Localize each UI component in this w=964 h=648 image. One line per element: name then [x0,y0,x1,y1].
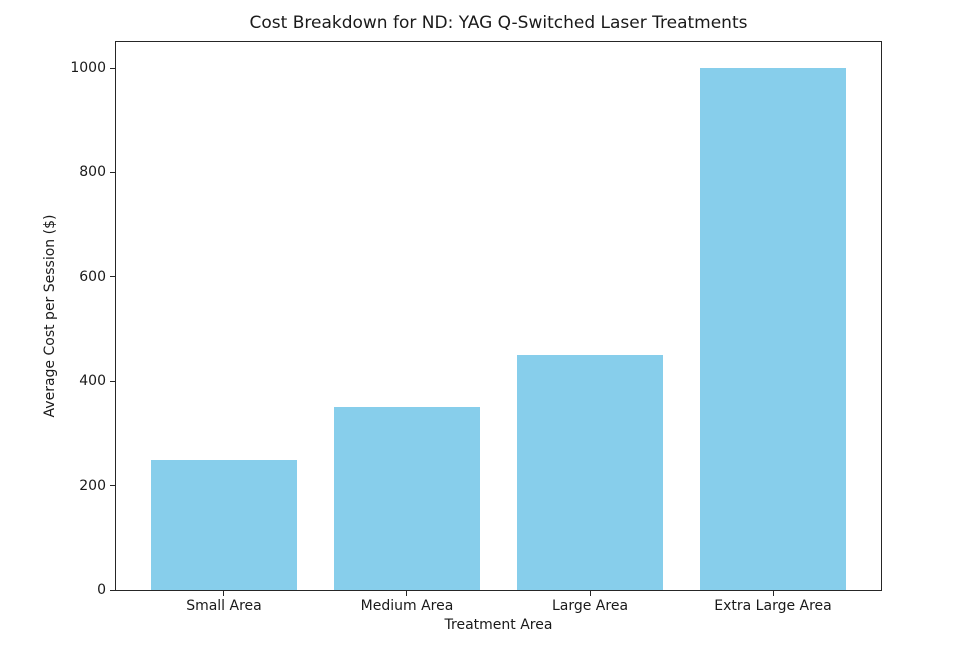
bar-medium-area [333,407,481,590]
x-tick-mark [589,591,591,596]
y-tick-label: 800 [79,164,106,181]
x-axis-label: Treatment Area [444,617,553,633]
bar-small-area [150,459,298,590]
y-tick-label: 200 [79,477,106,494]
y-tick-mark [110,276,115,278]
x-tick-mark [772,591,774,596]
x-tick-label: Extra Large Area [714,598,832,614]
y-tick-mark [110,589,115,591]
y-tick-label: 0 [97,582,106,598]
y-tick-mark [110,380,115,382]
y-tick-mark [110,485,115,487]
y-tick-label: 1000 [70,60,106,77]
x-tick-mark [406,591,408,596]
y-tick-label: 600 [79,268,106,285]
x-tick-label: Medium Area [360,598,454,614]
y-tick-mark [110,67,115,69]
chart-title: Cost Breakdown for ND: YAG Q-Switched La… [249,13,748,33]
y-tick-mark [110,171,115,173]
x-tick-mark [223,591,225,596]
x-tick-label: Small Area [186,598,262,614]
bar-large-area [516,355,664,590]
bar-extra-large-area [699,68,847,590]
plot-area [116,42,881,590]
y-tick-label: 400 [79,373,106,390]
x-tick-label: Large Area [551,598,629,614]
